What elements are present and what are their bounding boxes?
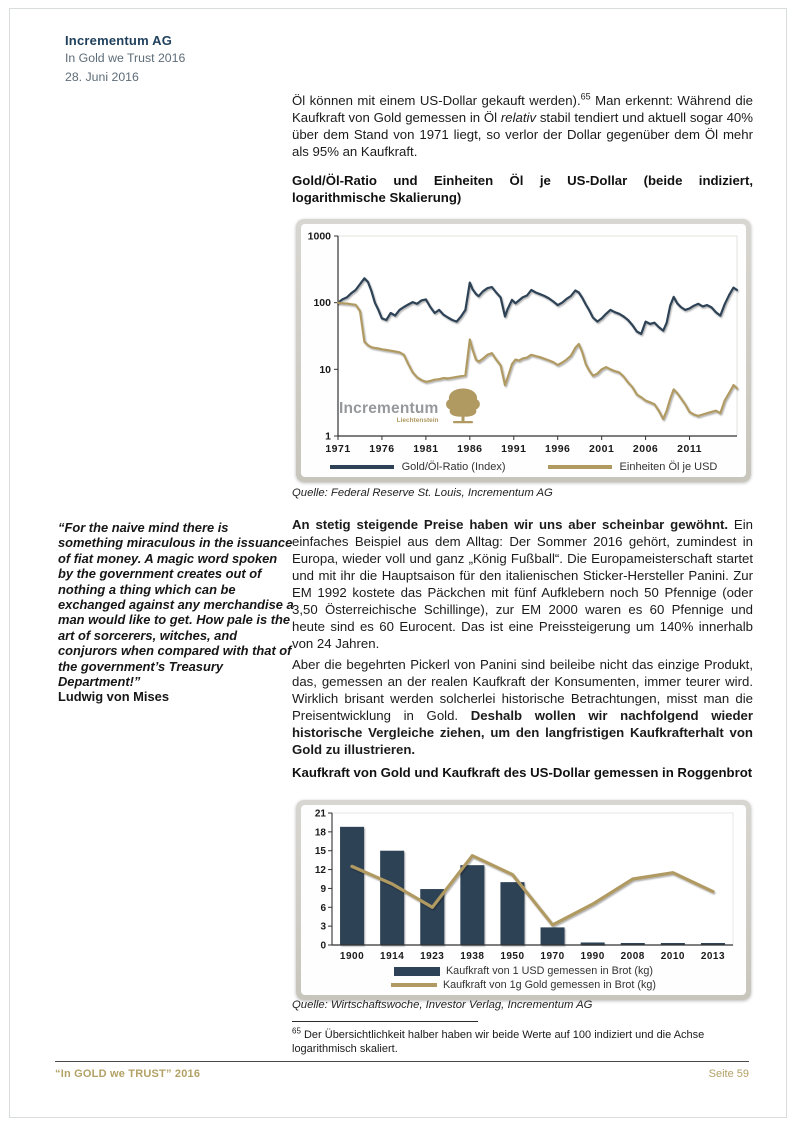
tree-icon: [445, 388, 480, 424]
x-category-label: 1990: [581, 951, 605, 962]
y-tick-label: 1: [325, 431, 331, 443]
paragraph-panini-prices: An stetig steigende Preise haben wir uns…: [292, 516, 753, 652]
bread-purchasing-power-chart: 0 3 6 9 12 15 18 21 1900 1914 1923 1938 1950 1970 1990…: [296, 800, 751, 1000]
x-category-label: 2010: [661, 951, 685, 962]
incrementum-logo: Incrementum Liechtenstein: [339, 387, 483, 424]
legend-label-usd: Kaufkraft von 1 USD gemessen in Brot (kg…: [445, 965, 654, 977]
y-tick-label: 100: [313, 297, 331, 309]
x-category-label: 2013: [701, 951, 725, 962]
x-tick-label: 1981: [413, 443, 438, 455]
paragraph-oil-purchasing-power: Öl können mit einem US-Dollar gekauft we…: [292, 92, 753, 160]
legend-row-gold: Kaufkraft von 1g Gold gemessen in Brot (…: [390, 979, 657, 991]
footer-page-number: Seite 59: [708, 1068, 749, 1080]
series-line: [350, 854, 715, 927]
footnote-text: Der Übersichtlichkeit halber haben wir b…: [292, 1029, 705, 1055]
footer-report-title: “In GOLD we TRUST” 2016: [55, 1068, 201, 1080]
legend-swatch-usd-bars: [393, 966, 440, 976]
paragraph-bold-lead: An stetig steigende Preise haben wir uns…: [292, 517, 729, 532]
chart2-title: Kaufkraft von Gold und Kaufkraft des US-…: [292, 765, 753, 780]
paragraph-text: stabil tendiert und aktuell sogar 40% üb…: [292, 110, 753, 159]
x-category-label: 1914: [380, 951, 404, 962]
paragraph-emphasis: relativ: [500, 110, 537, 125]
x-tick-label: 2011: [677, 443, 702, 455]
footer-divider: [55, 1061, 749, 1062]
legend-label-gold-oil-ratio: Gold/Öl-Ratio (Index): [401, 461, 506, 473]
bar: [620, 943, 645, 945]
x-category-label: 2008: [621, 951, 645, 962]
bar: [340, 826, 365, 945]
chart1-title: Gold/Öl-Ratio und Einheiten Öl je US-Dol…: [292, 173, 753, 205]
plot-area: [337, 235, 738, 437]
y-tick-label: 12: [315, 865, 327, 876]
bar: [460, 865, 485, 945]
paragraph-text: Aber die begehrten Pickerl von Panini si…: [292, 657, 753, 723]
paragraph-bold-conclusion: Deshalb wollen wir nachfolgend wieder hi…: [292, 708, 753, 757]
x-tick-label: 2006: [633, 443, 658, 455]
x-category-label: 1938: [460, 951, 484, 962]
chart1-source: Quelle: Federal Reserve St. Louis, Incre…: [292, 487, 553, 499]
quote-text: “For the naive mind there is something m…: [58, 520, 294, 690]
paragraph-text: Man erkennt: Während die Kaufkraft von G…: [292, 93, 753, 125]
x-category-label: 1923: [420, 951, 444, 962]
gold-oil-ratio-chart: 1000 100 10 1 1971 1976 1981 1986 1991 1996 2001 20…: [296, 219, 751, 482]
legend-row-usd: Kaufkraft von 1 USD gemessen in Brot (kg…: [393, 965, 654, 977]
series-line: [336, 277, 739, 336]
y-tick-label: 10: [319, 364, 331, 376]
footnote-divider: [292, 1021, 478, 1022]
footnote-number: 65: [292, 1026, 301, 1036]
x-tick-label: 1986: [457, 443, 482, 455]
report-date: 28. Juni 2016: [65, 69, 139, 84]
footnote-ref-65: 65: [580, 91, 591, 102]
bread-bar-line-chart: 0 3 6 9 12 15 18 21 1900 1914 1923 1938 1950 1970 1990…: [315, 809, 734, 962]
x-tick-label: 2001: [589, 443, 614, 455]
bar: [700, 943, 725, 945]
chart2-source: Quelle: Wirtschaftswoche, Investor Verla…: [292, 999, 593, 1011]
x-tick-label: 1991: [501, 443, 526, 455]
footnote-65: 65 Der Übersichtlichkeit halber haben wi…: [292, 1026, 753, 1056]
sidebar-quote: “For the naive mind there is something m…: [58, 520, 295, 705]
paragraph-gold-comparison: Aber die begehrten Pickerl von Panini si…: [292, 656, 753, 758]
x-category-label: 1900: [340, 951, 364, 962]
chart1-plot-container: 1000 100 10 1 1971 1976 1981 1986 1991 1996 2001 20…: [301, 224, 746, 477]
bar: [500, 882, 525, 945]
report-title: In Gold we Trust 2016: [65, 51, 186, 65]
page-footer: “In GOLD we TRUST” 2016 Seite 59: [55, 1068, 749, 1080]
paragraph-text: Öl können mit einem US-Dollar gekauft we…: [292, 93, 581, 108]
bar: [540, 927, 565, 945]
x-tick-label: 1971: [325, 443, 350, 455]
logo-subtitle: Liechtenstein: [396, 417, 439, 424]
y-tick-label: 18: [315, 827, 327, 838]
y-tick-label: 0: [320, 941, 326, 952]
x-tick-label: 1976: [369, 443, 394, 455]
y-tick-label: 15: [315, 846, 327, 857]
company-name: Incrementum AG: [65, 33, 173, 48]
y-tick-label: 9: [320, 884, 326, 895]
y-tick-label: 3: [320, 922, 326, 933]
bar: [380, 850, 405, 945]
y-tick-label: 21: [315, 809, 327, 820]
bar: [660, 943, 685, 945]
logo-wordmark: Incrementum: [339, 400, 439, 417]
legend-swatch-oil-units: [547, 465, 612, 469]
legend-swatch-gold-line: [390, 983, 437, 987]
legend-label-gold: Kaufkraft von 1g Gold gemessen in Brot (…: [442, 979, 657, 991]
y-tick-label: 6: [320, 903, 326, 914]
legend-swatch-gold-oil-ratio: [329, 465, 394, 469]
x-tick-label: 1996: [545, 443, 570, 455]
logo-text-wrap: Incrementum Liechtenstein: [339, 400, 439, 424]
quote-author: Ludwig von Mises: [58, 689, 170, 705]
report-header: Incrementum AG In Gold we Trust 2016 28.…: [65, 33, 185, 85]
x-category-label: 1970: [540, 951, 564, 962]
paragraph-text: Ein einfaches Beispiel aus dem Alltag: D…: [292, 517, 753, 651]
bar: [580, 942, 605, 945]
x-category-label: 1950: [500, 951, 524, 962]
chart1-legend: Gold/Öl-Ratio (Index) Einheiten Öl je US…: [301, 461, 746, 473]
legend-label-oil-units: Einheiten Öl je USD: [619, 461, 718, 473]
chart2-legend: Kaufkraft von 1 USD gemessen in Brot (kg…: [301, 965, 746, 991]
chart2-plot-container: 0 3 6 9 12 15 18 21 1900 1914 1923 1938 1950 1970 1990…: [301, 805, 746, 995]
y-tick-label: 1000: [308, 231, 332, 243]
series-line: [336, 301, 739, 421]
